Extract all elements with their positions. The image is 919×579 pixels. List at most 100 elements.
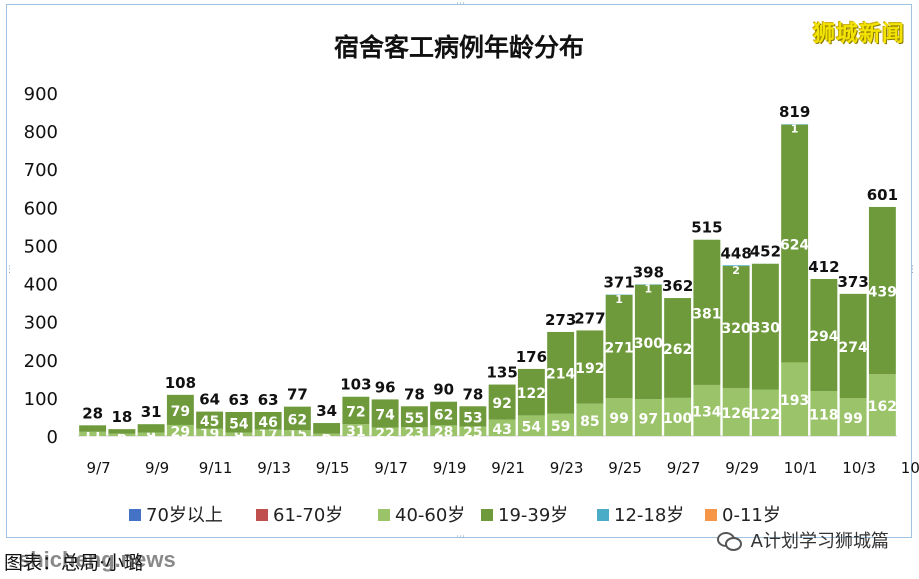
y-tick-label: 500 [24, 236, 58, 257]
bar-segment [137, 424, 165, 433]
x-tick-label: 10/3 [842, 459, 876, 477]
segment-value-label: 192 [575, 361, 604, 377]
x-tick-label: 9/19 [433, 459, 467, 477]
x-tick-label: 9/15 [316, 459, 350, 477]
bar-segment [722, 387, 750, 436]
bar-total-label: 96 [375, 378, 396, 396]
bar-total-label: 64 [199, 391, 220, 409]
bar-segment [576, 330, 604, 404]
segment-value-label: 1 [791, 123, 799, 136]
bar-total-label: 135 [486, 364, 517, 382]
bar-total-label: 819 [779, 103, 810, 121]
bar-total-label: 273 [545, 311, 576, 329]
bar-segment [839, 293, 867, 399]
resize-handle-left[interactable]: ⋮ [5, 265, 14, 275]
bar-segment [79, 425, 107, 432]
bar-segment [313, 433, 341, 436]
bar-segment [225, 432, 253, 436]
bar-segment [517, 368, 545, 416]
y-tick-label: 900 [24, 84, 58, 105]
bar-segment [196, 428, 224, 436]
bar-segment [166, 394, 194, 425]
segment-value-label: 55 [405, 411, 424, 427]
segment-value-label: 439 [868, 285, 897, 301]
segment-value-label: 92 [492, 396, 511, 412]
legend-swatch [378, 509, 390, 521]
bar-segment [254, 411, 282, 430]
resize-handle-right[interactable]: ⋮ [908, 265, 917, 275]
bar-segment [810, 391, 838, 436]
bar-segment [634, 284, 662, 400]
bar-segment [722, 265, 750, 267]
bar-total-label: 108 [165, 374, 196, 392]
x-tick-label: 10/1 [784, 459, 818, 477]
segment-value-label: 6 [117, 429, 127, 445]
segment-value-label: 54 [522, 420, 542, 436]
bar-total-label: 176 [516, 348, 547, 366]
bar-total-label: 78 [404, 385, 425, 403]
segment-value-label: 19 [200, 426, 219, 442]
segment-value-label: 330 [751, 321, 780, 337]
segment-value-label: 6 [322, 429, 332, 445]
bar-segment [459, 426, 487, 436]
bar-segment [634, 399, 662, 436]
bar-total-label: 78 [462, 385, 483, 403]
x-tick-label: 9/25 [608, 459, 642, 477]
legend-swatch [597, 509, 609, 521]
segment-value-label: 162 [868, 399, 897, 415]
bar-total-label: 31 [141, 403, 162, 421]
bar-segment [400, 406, 428, 428]
resize-handle-bottom[interactable]: ⋯ [456, 532, 465, 542]
legend-label: 12-18岁 [614, 505, 684, 526]
legend-label: 19-39岁 [498, 505, 568, 526]
bar-total-label: 398 [633, 263, 664, 281]
segment-value-label: 99 [843, 411, 862, 427]
bar-segment [664, 298, 692, 398]
legend-swatch [481, 509, 493, 521]
segment-value-label: 193 [780, 393, 809, 409]
segment-value-label: 23 [405, 426, 424, 442]
y-tick-label: 200 [24, 351, 58, 372]
bar-segment [839, 398, 867, 436]
bar-segment [137, 432, 165, 436]
legend-label: 0-11岁 [722, 505, 781, 526]
bar-total-label: 452 [750, 243, 781, 261]
bar-segment [430, 401, 458, 426]
y-tick-label: 700 [24, 160, 58, 181]
bar-segment [400, 427, 428, 436]
bar-total-label: 412 [808, 258, 839, 276]
segment-value-label: 15 [288, 427, 307, 443]
bar-total-label: 103 [340, 376, 371, 394]
bar-total-label: 515 [691, 219, 722, 237]
segment-value-label: 126 [722, 406, 751, 422]
bar-segment [166, 424, 194, 436]
segment-value-label: 1 [645, 283, 653, 296]
resize-handle-top[interactable]: ⋯ [456, 0, 465, 9]
bar-total-label: 601 [867, 186, 898, 204]
bar-segment [283, 406, 311, 431]
segment-value-label: 1 [615, 293, 623, 306]
segment-value-label: 262 [663, 342, 692, 358]
segment-value-label: 28 [434, 425, 453, 441]
bar-total-label: 448 [720, 244, 751, 262]
bar-total-label: 77 [287, 386, 308, 404]
bar-segment [313, 423, 341, 434]
segment-value-label: 62 [434, 408, 453, 424]
segment-value-label: 9 [146, 428, 156, 444]
legend-label: 61-70岁 [273, 505, 343, 526]
segment-value-label: 46 [258, 415, 277, 431]
x-tick-label: 9/17 [374, 459, 408, 477]
legend-swatch [129, 509, 141, 521]
bar-total-label: 277 [574, 309, 605, 327]
segment-value-label: 17 [258, 427, 277, 443]
y-tick-label: 100 [24, 389, 58, 410]
segment-value-label: 118 [809, 408, 838, 424]
bar-segment [664, 397, 692, 436]
x-tick-label: 9/29 [725, 459, 759, 477]
x-tick-label: 9/7 [87, 459, 111, 477]
brand-logo: 狮城新闻 [812, 22, 905, 47]
bar-total-label: 90 [433, 381, 454, 399]
segment-value-label: 62 [288, 412, 307, 428]
y-tick-label: 400 [24, 275, 58, 296]
segment-value-label: 54 [229, 416, 249, 432]
